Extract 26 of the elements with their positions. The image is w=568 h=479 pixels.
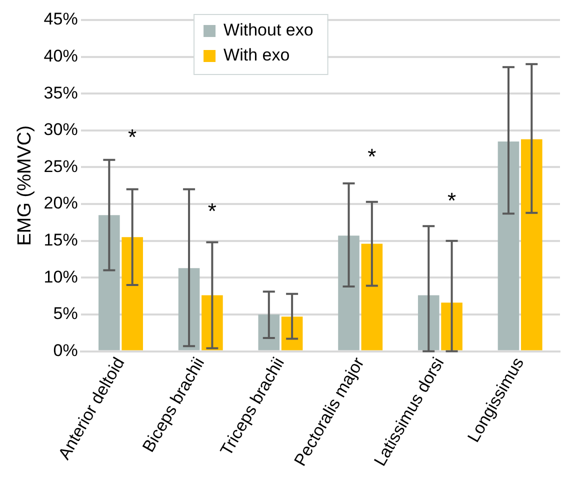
legend-label: Without exo (224, 20, 314, 40)
y-tick-label: 40% (44, 46, 78, 66)
y-tick-label: 35% (44, 83, 78, 102)
annotation: * (128, 124, 138, 150)
y-tick-label: 20% (44, 194, 78, 213)
annotation: * (368, 144, 377, 169)
y-tick-label: 25% (44, 156, 78, 176)
bar (441, 302, 462, 350)
y-tick-label: 15% (44, 230, 78, 250)
bar (122, 237, 143, 350)
bar (498, 141, 520, 350)
annotation: * (448, 188, 457, 213)
legend-label: With exo (224, 46, 290, 65)
y-tick-label: 0% (53, 340, 78, 360)
y-tick-label: 30% (44, 120, 78, 140)
bar (281, 316, 303, 350)
y-tick-label: 45% (44, 10, 78, 29)
bar (98, 215, 120, 350)
bar (520, 139, 542, 350)
y-axis-title: EMG (%MVC) (14, 125, 36, 246)
bar (338, 236, 360, 350)
y-tick-label: 10% (44, 267, 78, 286)
annotation: * (208, 198, 217, 224)
bar (258, 314, 280, 350)
bar (361, 244, 383, 350)
y-tick-label: 5% (53, 304, 78, 324)
